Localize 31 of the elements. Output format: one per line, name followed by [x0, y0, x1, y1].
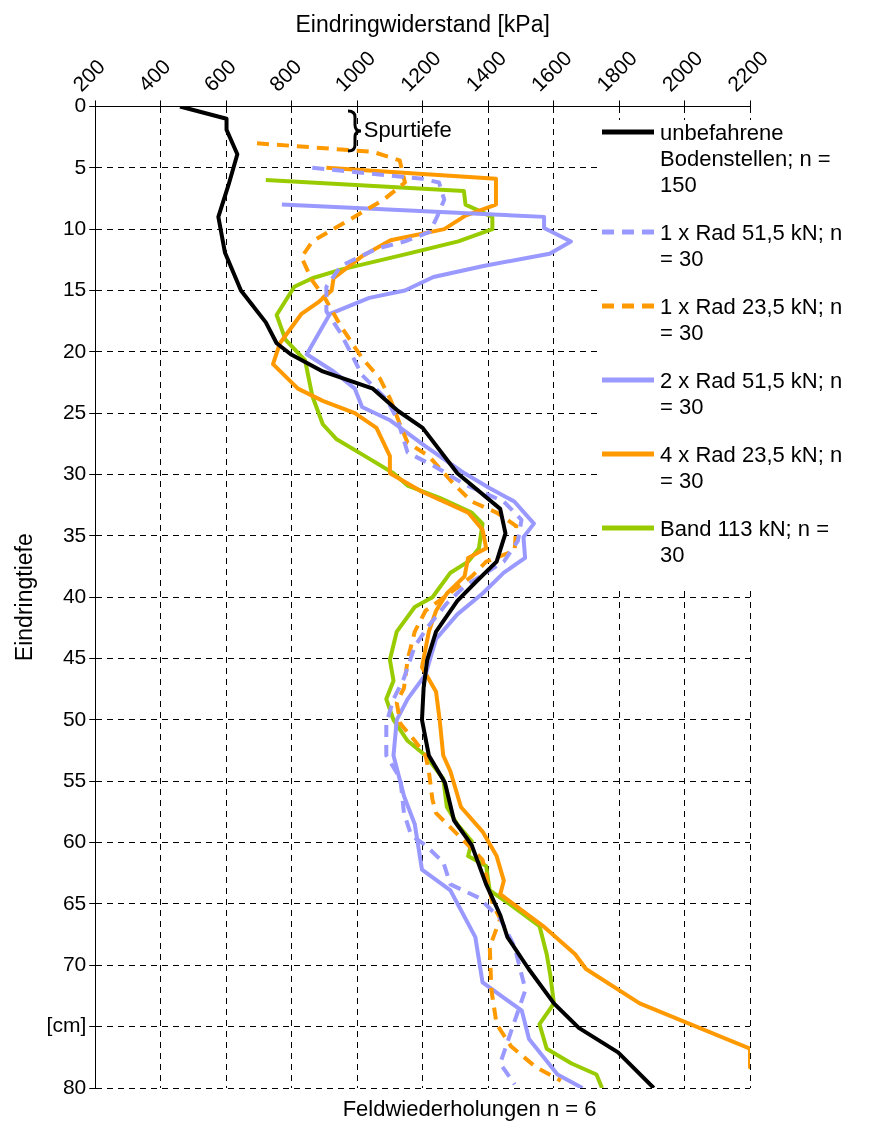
legend-label: 2 x Rad 51,5 kN; n = 30: [660, 368, 844, 421]
x-tick-label: 800: [264, 54, 306, 96]
x-tick-label: 200: [68, 54, 110, 96]
y-tick-label: 65: [62, 890, 87, 914]
legend-label: 1 x Rad 23,5 kN; n = 30: [660, 294, 844, 347]
x-tick-label: 600: [199, 54, 241, 96]
x-tick-label: 400: [133, 54, 175, 96]
y-tick-label: 55: [62, 768, 87, 792]
legend-label: 1 x Rad 51,5 kN; n = 30: [660, 220, 844, 273]
y-tick-label: [cm]: [46, 1013, 87, 1037]
y-tick-label: 35: [62, 522, 87, 546]
y-tick-label: 15: [62, 277, 87, 301]
y-tick-label: 25: [62, 399, 87, 423]
y-tick-label: 70: [62, 952, 87, 976]
y-tick-label: 80: [62, 1074, 87, 1098]
y-tick-label: 0: [74, 93, 87, 117]
y-tick-label: 50: [62, 706, 87, 730]
text: Feldwiederholungen n = 6: [342, 1096, 597, 1122]
y-tick-label: 10: [62, 215, 87, 239]
x-axis-title: Eindringwiderstand [kPa]: [295, 11, 550, 38]
y-tick-label: 40: [62, 584, 87, 608]
legend-label: Band 113 kN; n = 30: [660, 516, 830, 569]
y-tick-label: 30: [62, 461, 87, 485]
y-tick-label: 45: [62, 645, 87, 669]
legend-label: 4 x Rad 23,5 kN; n = 30: [660, 442, 844, 495]
y-tick-label: 20: [62, 338, 87, 362]
y-axis-title: Eindringtiefe: [11, 533, 38, 662]
y-tick-label: 60: [62, 829, 87, 853]
y-tick-label: 5: [74, 154, 87, 178]
annotation: Spurtiefe: [363, 117, 452, 144]
legend-label: unbefahrene Bodenstellen; n = 150: [660, 120, 832, 199]
